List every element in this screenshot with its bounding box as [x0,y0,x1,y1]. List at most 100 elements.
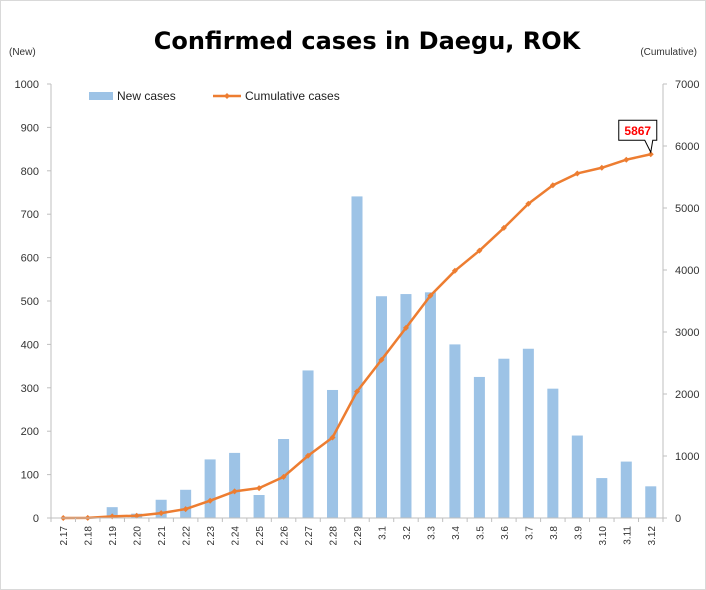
right-tick-label: 1000 [675,451,699,463]
bar-2.22 [180,489,192,518]
x-tick-label: 3.3 [426,526,437,540]
x-tick-label: 3.4 [451,526,462,540]
x-tick-label: 3.1 [377,526,388,540]
x-tick-label: 2.23 [206,526,217,546]
right-tick-label: 5000 [675,203,699,215]
right-tick-label: 3000 [675,327,699,339]
point-2.21 [158,510,165,517]
bar-3.4 [449,344,461,518]
bar-3.8 [547,388,559,518]
bar-3.5 [473,376,485,518]
x-tick-label: 2.24 [231,526,242,546]
bar-series-new-cases [106,196,657,518]
left-tick-label: 300 [21,383,39,395]
right-axis-ticks: 0 1000 2000 3000 4000 5000 6000 7000 [663,79,699,525]
point-3.1 [378,356,385,363]
point-3.2 [402,324,409,331]
left-tick-label: 100 [21,470,39,482]
point-3.6 [500,224,507,231]
right-tick-label: 0 [675,513,681,525]
bar-3.11 [620,461,632,518]
left-tick-label: 800 [21,166,39,178]
bar-3.12 [645,486,657,518]
x-tick-label: 2.29 [353,526,364,546]
x-tick-label: 3.2 [402,526,413,540]
x-tick-label: 2.17 [59,526,70,546]
point-3.8 [549,182,556,189]
last-value-callout: 5867 [618,119,658,154]
point-2.24 [231,488,238,495]
bar-2.29 [351,196,363,518]
bar-2.23 [204,459,216,518]
point-3.10 [598,164,605,171]
left-tick-label: 1000 [15,79,39,91]
point-3.4 [451,267,458,274]
point-2.26 [280,473,287,480]
point-2.27 [305,452,312,459]
bar-3.6 [498,358,510,518]
point-3.3 [427,292,434,299]
bar-3.1 [375,296,387,518]
right-axis-label: (Cumulative) [640,47,697,58]
right-tick-label: 6000 [675,141,699,153]
left-tick-label: 500 [21,296,39,308]
left-axis-label: (New) [9,47,36,58]
left-axis-ticks: 0 100 200 300 400 500 600 700 800 900 1000 [15,79,51,525]
x-tick-label: 3.7 [524,526,535,540]
point-2.23 [207,497,214,504]
left-tick-label: 200 [21,426,39,438]
left-tick-label: 900 [21,122,39,134]
x-axis-ticks: 2.17 2.18 2.19 2.20 2.21 2.22 2.23 2.24 2.25 2.26… [50,518,664,546]
x-tick-label: 3.8 [549,526,560,540]
x-tick-label: 2.20 [133,526,144,546]
point-2.29 [354,388,360,395]
bar-2.21 [155,499,167,518]
x-tick-label: 2.18 [84,526,95,546]
legend-label-new-cases: New cases [117,89,176,103]
left-tick-label: 600 [21,253,39,265]
bar-2.27 [302,370,314,518]
x-tick-label: 2.25 [255,526,266,546]
bar-2.19 [106,507,118,518]
point-3.12 [647,151,654,158]
right-tick-label: 7000 [675,79,699,91]
bar-3.3 [424,292,436,518]
point-2.28 [329,434,336,441]
bar-3.10 [596,478,608,518]
legend-label-cumulative: Cumulative cases [245,89,340,103]
legend-swatch-new-cases [89,92,113,100]
point-2.25 [256,485,263,492]
legend: New cases Cumulative cases [89,89,340,103]
chart-title: Confirmed cases in Daegu, ROK [154,27,582,55]
legend-swatch-marker [224,93,230,99]
right-tick-label: 4000 [675,265,699,277]
x-tick-label: 3.10 [598,526,609,546]
callout-value: 5867 [624,124,651,138]
x-tick-label: 3.11 [622,526,633,545]
x-tick-label: 2.26 [280,526,291,546]
x-tick-label: 2.21 [157,526,168,546]
point-3.11 [623,156,630,163]
bar-2.25 [253,495,265,518]
line-series-cumulative [60,151,654,521]
right-tick-label: 2000 [675,389,699,401]
callout-box [618,119,658,154]
bar-3.2 [400,294,412,518]
point-2.22 [182,506,189,513]
x-tick-label: 3.5 [475,526,486,540]
x-tick-label: 2.22 [182,526,193,546]
x-tick-label: 2.28 [329,526,340,546]
bar-3.9 [571,435,583,518]
point-3.7 [525,200,532,207]
x-tick-label: 3.6 [500,526,511,540]
point-3.5 [476,247,483,254]
left-tick-label: 0 [33,513,39,525]
left-tick-label: 400 [21,339,39,351]
bar-2.28 [327,389,339,518]
x-tick-label: 3.9 [573,526,584,540]
point-3.9 [574,170,581,177]
x-tick-label: 2.19 [108,526,119,546]
x-tick-label: 3.12 [647,526,658,546]
